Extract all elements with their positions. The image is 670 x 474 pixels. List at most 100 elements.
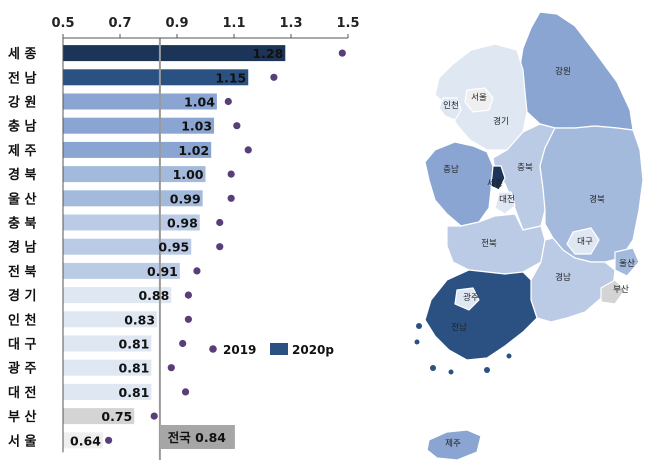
dot-2019: [244, 146, 252, 154]
dot-2019: [150, 412, 158, 420]
x-tick-label: 0.5: [51, 16, 74, 31]
bar-2020p: [63, 287, 172, 304]
category-label: 전 남: [8, 70, 36, 86]
region-gangwon: [518, 11, 634, 131]
jeonnam-islands: [414, 323, 512, 375]
bar-value-label: 0.95: [158, 240, 189, 255]
dot-2019: [105, 436, 113, 444]
category-label: 광 주: [8, 362, 36, 377]
region-daejeon: [494, 191, 516, 215]
bar-2020p: [63, 408, 135, 425]
region-incheon: [438, 97, 462, 121]
category-label: 경 북: [8, 167, 36, 183]
category-label: 전 북: [8, 264, 36, 280]
bar-2020p: [63, 93, 217, 110]
dot-2019: [338, 49, 346, 57]
region-jeju: [426, 429, 482, 461]
region-gwangju: [454, 287, 480, 311]
bar-value-label: 0.64: [70, 433, 101, 448]
dot-2019: [184, 291, 192, 299]
bar-value-label: 0.83: [124, 312, 155, 327]
x-tick-label: 1.3: [279, 16, 302, 31]
map-label-busan: 부산: [613, 284, 629, 295]
map-label-chungbuk: 충북: [517, 163, 533, 173]
legend-2019-label: 2019: [223, 343, 256, 357]
bar-value-label: 1.02: [178, 143, 209, 158]
dot-2019: [167, 364, 175, 372]
bar-value-label: 0.91: [147, 264, 178, 279]
bar-2020p: [63, 69, 249, 86]
chart-svg: 전국 0.84 1.28 1.151.04 1.03 1.02 1.00 0.99 0.98…: [8, 16, 360, 460]
bar-value-label: 0.88: [138, 288, 169, 303]
dot-2019: [179, 339, 187, 348]
dot-2019: [216, 218, 224, 227]
dot-2019: [193, 267, 201, 275]
x-tick-label: 1.5: [336, 16, 359, 31]
bar-2020p: [63, 45, 286, 62]
category-label: 충 남: [8, 119, 36, 135]
map-label-gyeongbuk: 경북: [589, 194, 605, 205]
map-label-seoul: 서울: [471, 93, 487, 103]
bar-value-label: 0.98: [167, 216, 198, 231]
legend-2020p-marker: [270, 343, 288, 355]
map-label-jeonbuk: 전북: [481, 238, 497, 249]
region-daegu: [566, 227, 600, 255]
region-seoul: [464, 87, 494, 113]
bar-2020p: [63, 141, 212, 158]
map-label-ulsan: 울산: [619, 258, 635, 269]
x-tick-label: 0.7: [108, 16, 131, 31]
bar-value-label: 0.81: [119, 337, 150, 352]
bar-2020p: [63, 335, 152, 352]
legend-2020p-label: 2020p: [292, 343, 334, 357]
bar-value-label: 1.03: [181, 119, 212, 134]
dot-2019: [216, 243, 224, 251]
bar-value-label: 0.99: [170, 191, 201, 206]
region-busan: [600, 279, 626, 305]
category-label: 울 산: [8, 191, 36, 207]
map-label-daegu: 대구: [577, 237, 593, 247]
category-label: 인 천: [8, 312, 36, 328]
category-label: 부 산: [8, 409, 36, 425]
map-label-incheon: 인천: [443, 100, 459, 111]
region-jeonnam: [424, 269, 538, 361]
map-label-gyeonggi: 경기: [493, 116, 509, 127]
bar-value-label: 1.15: [215, 70, 246, 85]
region-sejong: [490, 165, 506, 191]
map-label-jeju: 제주: [445, 439, 461, 449]
region-chungnam: [424, 141, 494, 227]
bar-2020p: [63, 311, 158, 328]
map-label-daejeon: 대전: [499, 194, 515, 205]
category-label: 충 북: [8, 216, 36, 232]
bar-value-label: 1.28: [252, 46, 283, 61]
bar-value-label: 1.04: [184, 95, 215, 110]
category-label: 강 원: [8, 95, 36, 111]
bar-2020p: [63, 359, 152, 376]
x-tick-label: 0.9: [165, 16, 188, 31]
category-label: 경 기: [8, 288, 36, 304]
national-reference-box: [159, 425, 235, 449]
category-label: 대 전: [8, 385, 36, 401]
korea-map: 강원 경기 서울 인천 충남 충북 세종 대전 경북 대구 전북 경남 울산 부산 광주 전남 제주: [395, 0, 670, 470]
bar-2020p: [63, 262, 180, 279]
map-label-gyeongnam: 경남: [555, 272, 571, 283]
bar-2020p: [63, 166, 206, 183]
map-label-gwangju: 광주: [463, 292, 479, 303]
bar-2020p: [63, 214, 200, 231]
bar-chart: 전국 0.84 1.28 1.15 1.04 1.03 1.02 1.00 0.99 0.98…: [8, 16, 360, 460]
bar-value-label: 1.00: [173, 167, 204, 182]
bar-value-label: 0.81: [119, 361, 150, 376]
region-ulsan: [614, 247, 640, 277]
bar-value-label: 0.81: [119, 385, 150, 400]
x-tick-label: 1.1: [222, 16, 245, 31]
map-label-gangwon: 강원: [555, 66, 571, 77]
bar-2020p: [63, 432, 103, 449]
map-label-chungnam: 충남: [443, 165, 459, 175]
category-label: 제 주: [8, 144, 36, 159]
dot-2019: [184, 315, 192, 323]
dot-2019: [227, 170, 235, 178]
dot-2019: [181, 388, 190, 396]
map-label-sejong: 세종: [487, 179, 503, 189]
bar-2020p: [63, 117, 215, 134]
bar-value-label: 0.75: [101, 409, 132, 424]
